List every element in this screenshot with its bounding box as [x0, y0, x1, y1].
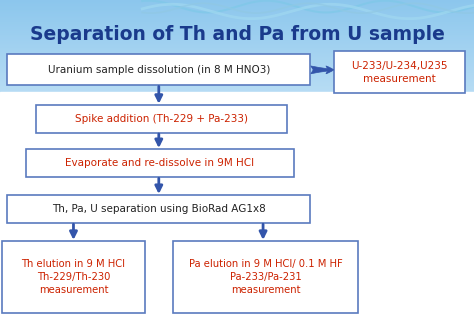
- FancyBboxPatch shape: [7, 195, 310, 223]
- Text: U-233/U-234,U235
measurement: U-233/U-234,U235 measurement: [351, 61, 447, 84]
- Text: Separation of Th and Pa from U sample: Separation of Th and Pa from U sample: [29, 25, 445, 44]
- Text: Evaporate and re-dissolve in 9M HCl: Evaporate and re-dissolve in 9M HCl: [65, 158, 255, 168]
- Text: Pa elution in 9 M HCl/ 0.1 M HF
Pa-233/Pa-231
measurement: Pa elution in 9 M HCl/ 0.1 M HF Pa-233/P…: [189, 259, 342, 295]
- Text: Th elution in 9 M HCl
Th-229/Th-230
measurement: Th elution in 9 M HCl Th-229/Th-230 meas…: [21, 259, 126, 295]
- Text: Th, Pa, U separation using BioRad AG1x8: Th, Pa, U separation using BioRad AG1x8: [52, 204, 265, 214]
- FancyBboxPatch shape: [2, 241, 145, 313]
- FancyBboxPatch shape: [173, 241, 358, 313]
- Text: Spike addition (Th-229 + Pa-233): Spike addition (Th-229 + Pa-233): [75, 114, 247, 124]
- FancyBboxPatch shape: [36, 105, 287, 133]
- FancyBboxPatch shape: [26, 149, 294, 177]
- Text: Uranium sample dissolution (in 8 M HNO3): Uranium sample dissolution (in 8 M HNO3): [47, 65, 270, 75]
- Bar: [0, 92, 474, 328]
- FancyBboxPatch shape: [334, 51, 465, 93]
- FancyBboxPatch shape: [7, 54, 310, 85]
